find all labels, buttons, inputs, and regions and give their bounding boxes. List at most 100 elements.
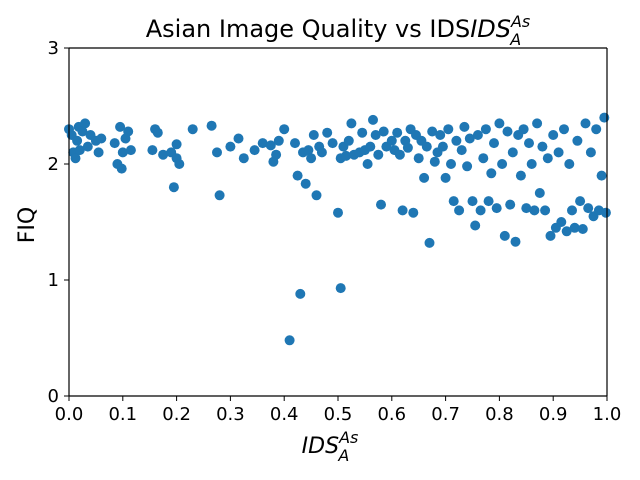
x-tick-label: 0.2 (162, 404, 191, 425)
data-point (451, 135, 462, 146)
data-point (491, 203, 502, 214)
x-tick-label: 0.7 (431, 404, 460, 425)
x-tick-label: 0.9 (539, 404, 568, 425)
data-point (483, 196, 494, 207)
data-point (362, 159, 373, 169)
data-point (567, 205, 577, 216)
data-point (212, 147, 222, 158)
data-point (284, 335, 295, 346)
data-point (537, 141, 548, 152)
data-point (446, 159, 456, 169)
data-point (306, 153, 317, 164)
x-tick-label: 0.8 (485, 404, 514, 425)
data-point (271, 149, 282, 160)
data-point (233, 133, 244, 144)
data-point (502, 126, 513, 137)
x-tick-label: 0.1 (108, 404, 137, 425)
data-point (443, 124, 454, 135)
data-point (368, 114, 378, 125)
data-point (505, 199, 516, 210)
data-point (238, 153, 249, 164)
x-tick-label: 0.4 (270, 404, 299, 425)
data-point (292, 170, 303, 181)
data-point (486, 168, 497, 179)
data-point (72, 135, 83, 146)
data-point (392, 127, 403, 138)
y-axis-ticks: 0 1 2 3 (48, 38, 69, 407)
data-point (279, 124, 290, 135)
y-tick-label: 0 (48, 386, 59, 407)
data-point (559, 124, 569, 135)
data-point (532, 118, 543, 129)
y-axis-label: FIQ (15, 207, 40, 243)
data-point (540, 205, 551, 216)
data-point (257, 138, 268, 149)
data-point (402, 142, 413, 153)
y-tick-label: 3 (48, 38, 59, 59)
data-point (480, 124, 491, 135)
data-point (583, 203, 594, 214)
data-point (300, 178, 311, 189)
data-point (529, 205, 540, 216)
data-point (96, 133, 107, 144)
data-point (472, 130, 483, 140)
data-point (419, 172, 430, 183)
data-point (117, 147, 128, 158)
data-point (475, 205, 486, 216)
data-point (499, 230, 510, 241)
data-point (424, 237, 435, 248)
data-point (521, 203, 532, 214)
data-point (378, 126, 389, 137)
data-point (290, 138, 300, 149)
data-point (74, 145, 85, 156)
data-point (534, 188, 545, 198)
x-axis-label-sup: As (338, 428, 358, 447)
data-point (553, 147, 564, 158)
chart-title-math-sup: As (510, 12, 530, 31)
data-point (70, 153, 81, 164)
x-axis-label-sub: A (337, 446, 349, 465)
data-point (510, 236, 521, 247)
data-point (341, 150, 352, 161)
data-point (273, 135, 284, 146)
data-point (497, 159, 508, 169)
data-point (93, 147, 104, 158)
data-point (421, 141, 432, 152)
y-tick-label: 1 (48, 270, 59, 291)
data-point (187, 124, 198, 135)
data-point (437, 141, 448, 152)
data-point (462, 161, 473, 172)
data-point (115, 121, 126, 132)
data-point (116, 163, 127, 174)
data-point (577, 224, 588, 234)
data-point (408, 207, 419, 218)
x-axis-label: IDSAs A (302, 428, 359, 465)
data-point (386, 135, 397, 146)
data-point (394, 149, 405, 160)
data-point (470, 220, 481, 231)
data-point (327, 138, 338, 149)
data-point (561, 226, 572, 237)
data-point (572, 135, 583, 146)
data-point (376, 199, 386, 210)
data-point (214, 190, 225, 201)
data-point (456, 145, 467, 156)
data-point (596, 170, 607, 181)
data-point (429, 156, 440, 167)
data-point (440, 172, 451, 183)
data-point (225, 141, 236, 152)
data-point (265, 140, 276, 151)
data-point (545, 230, 556, 241)
data-point (489, 138, 499, 149)
data-point (125, 145, 136, 156)
data-point (158, 149, 169, 160)
x-tick-label: 0.6 (377, 404, 406, 425)
data-point (427, 126, 438, 137)
x-tick-label: 0.0 (55, 404, 84, 425)
data-point (77, 126, 88, 137)
data-point (82, 141, 93, 152)
chart-title-text: Asian Image Quality vs IDS (146, 15, 470, 43)
data-point (494, 118, 505, 129)
x-axis-label-base: IDS (302, 434, 339, 459)
data-point (524, 138, 534, 149)
